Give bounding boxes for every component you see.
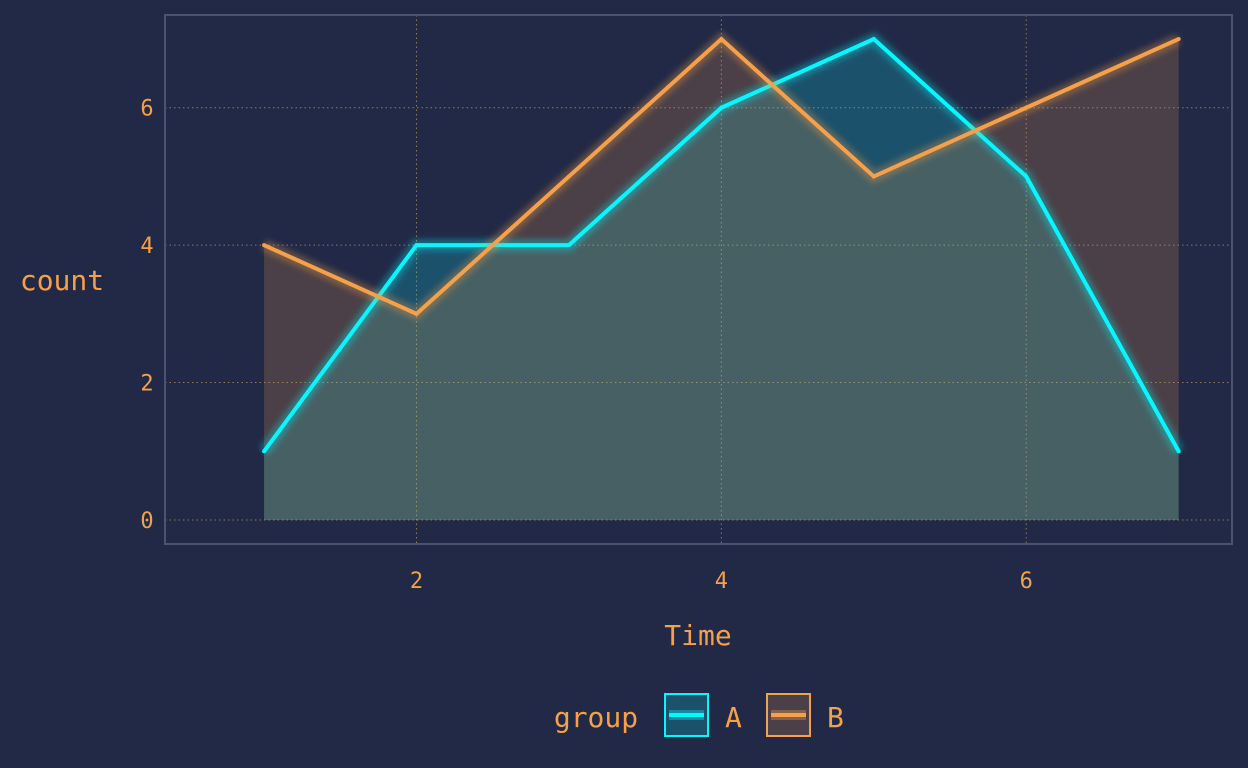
point-A — [566, 243, 571, 248]
legend-item-B: B — [766, 693, 844, 737]
point-B — [719, 37, 724, 42]
y-tick-label: 2 — [140, 372, 153, 397]
y-axis-title: count — [20, 264, 104, 297]
series-lines — [259, 30, 1184, 455]
x-tick-label: 6 — [1020, 569, 1033, 594]
series-areas — [264, 39, 1179, 520]
legend-item-A: A — [664, 693, 742, 737]
y-axis-ticks: 0 2 4 6 — [140, 97, 153, 534]
point-B — [566, 174, 571, 179]
area-B — [264, 39, 1179, 520]
point-B — [414, 311, 419, 316]
point-A — [1176, 449, 1181, 454]
point-B — [1176, 37, 1181, 42]
x-tick-label: 2 — [410, 569, 423, 594]
area-A — [264, 39, 1179, 520]
point-A — [414, 243, 419, 248]
y-tick-label: 4 — [140, 234, 153, 259]
y-tick-label: 6 — [140, 97, 153, 122]
x-axis-title: Time — [664, 619, 731, 652]
point-B — [262, 243, 267, 248]
x-tick-label: 4 — [715, 569, 728, 594]
legend-title: group — [554, 701, 638, 734]
legend-label-A: A — [725, 701, 742, 734]
x-axis-ticks: 2 4 6 — [410, 569, 1033, 594]
plot-panel-border — [164, 14, 1233, 545]
legend-label-B: B — [827, 701, 844, 734]
point-B — [871, 174, 876, 179]
point-A — [262, 449, 267, 454]
point-A — [719, 105, 724, 110]
point-A — [871, 37, 876, 42]
point-B — [1024, 105, 1029, 110]
y-tick-label: 0 — [140, 509, 153, 534]
point-A — [1024, 174, 1029, 179]
